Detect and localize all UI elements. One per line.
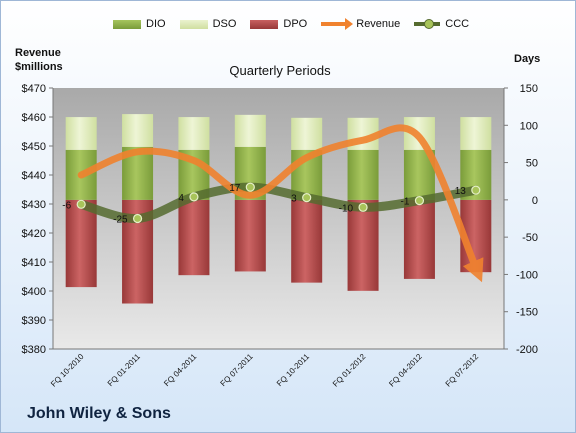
right-tick-label: -100 <box>516 269 538 281</box>
legend-item-dpo: DPO <box>250 18 307 30</box>
ccc-data-label: -1 <box>401 197 410 208</box>
legend-swatch-dpo <box>250 19 279 29</box>
ccc-point <box>302 193 312 203</box>
left-tick-label: $460 <box>22 112 46 124</box>
ccc-point <box>189 192 199 202</box>
revenue-line <box>77 124 484 283</box>
ccc-point <box>132 213 143 224</box>
right-tick-label: -50 <box>522 232 538 244</box>
right-tick-label: 0 <box>532 195 538 207</box>
ccc-data-label: -6 <box>62 200 71 211</box>
ccc-data-label: 4 <box>178 193 184 204</box>
ccc-data-label: -10 <box>339 203 354 214</box>
right-tick-label: 100 <box>520 120 538 132</box>
bar-dso <box>460 117 492 150</box>
ccc-point <box>471 185 481 195</box>
legend-item-dio: DIO <box>113 18 166 30</box>
ccc-point <box>76 199 86 209</box>
bar-dso <box>234 114 266 147</box>
legend-item-revenue: Revenue <box>321 18 400 30</box>
right-tick-label: -200 <box>516 344 538 356</box>
left-tick-label: $470 <box>22 83 46 95</box>
legend: DIO DSO DPO Revenue CCC <box>113 14 483 34</box>
bar-dpo <box>65 199 97 288</box>
bar-dpo <box>178 199 210 276</box>
bar-dio <box>347 149 379 200</box>
bar-dso <box>65 117 97 150</box>
left-tick-label: $440 <box>22 170 46 182</box>
x-tick-label: FQ 01-2011 <box>106 352 143 389</box>
x-tick-label: FQ 04-2012 <box>387 352 424 389</box>
legend-item-ccc: CCC <box>414 18 469 30</box>
left-tick-label: $410 <box>22 257 46 269</box>
legend-line-revenue <box>321 18 354 30</box>
legend-label-ccc: CCC <box>445 18 470 30</box>
legend-item-dso: DSO <box>179 18 237 30</box>
left-axis-title-line2: $millions <box>15 61 63 73</box>
legend-label-dpo: DPO <box>283 18 308 30</box>
right-axis-title: Days <box>514 53 541 65</box>
x-tick-label: FQ 10-2011 <box>275 352 312 389</box>
bar-dpo <box>347 199 379 291</box>
arrow-icon <box>345 18 354 30</box>
bar-dpo <box>403 199 435 279</box>
ccc-point <box>358 202 368 212</box>
left-tick-label: $400 <box>22 286 46 298</box>
legend-swatch-dso <box>179 19 208 29</box>
right-tick-label: 50 <box>526 158 538 170</box>
legend-line-ccc <box>414 19 441 29</box>
x-tick-label: FQ 07-2012 <box>444 352 481 389</box>
x-tick-label: FQ 01-2012 <box>331 352 368 389</box>
x-tick-label: FQ 07-2011 <box>219 352 256 389</box>
bar-dso <box>122 114 154 147</box>
ccc-point <box>245 182 255 192</box>
left-tick-label: $420 <box>22 228 46 240</box>
ccc-data-label: 13 <box>455 186 467 197</box>
bar-dpo <box>291 199 323 283</box>
ccc-data-label: 17 <box>229 183 241 194</box>
left-tick-label: $450 <box>22 141 46 153</box>
ccc-data-label: -25 <box>113 215 128 226</box>
legend-swatch-dio <box>113 19 141 29</box>
left-tick-label: $390 <box>22 315 46 327</box>
legend-label-dso: DSO <box>212 18 237 30</box>
left-axis-title-line1: Revenue <box>15 47 61 59</box>
company-name: John Wiley & Sons <box>27 405 171 422</box>
left-tick-label: $380 <box>22 344 46 356</box>
left-tick-label: $430 <box>22 199 46 211</box>
bar-dpo <box>234 199 266 272</box>
bar-dso <box>178 117 210 150</box>
x-tick-label: FQ 10-2010 <box>49 352 86 389</box>
ccc-point <box>414 196 425 206</box>
legend-label-revenue: Revenue <box>356 18 401 30</box>
legend-label-dio: DIO <box>146 18 166 30</box>
bar-dso <box>291 117 323 150</box>
right-tick-label: 150 <box>520 83 538 95</box>
ccc-data-label: 3 <box>291 194 297 205</box>
x-tick-label: FQ 04-2011 <box>162 352 199 389</box>
dot-icon <box>424 19 435 29</box>
right-tick-label: -150 <box>516 307 538 319</box>
ccc-line <box>76 182 481 224</box>
left-axis-title: Revenue $millions <box>15 46 63 74</box>
chart-title: Quarterly Periods <box>229 63 331 78</box>
